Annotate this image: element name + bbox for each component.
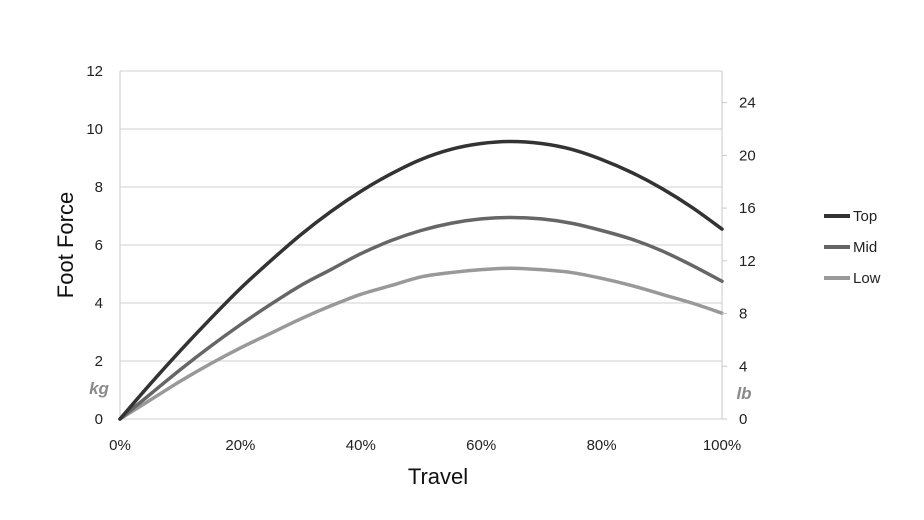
y2-tick-label: 8 (739, 306, 747, 323)
y-tick-label: 2 (95, 353, 103, 370)
y-tick-label: 6 (95, 237, 103, 254)
x-tick-label: 40% (346, 437, 376, 454)
x-axis-ticks: 0% 20% 40% 60% 80% 100% (109, 437, 741, 454)
y-axis-right-ticks: 0 4 8 12 16 20 24 (722, 95, 756, 428)
x-tick-label: 20% (225, 437, 255, 454)
y2-tick-label: 0 (739, 411, 747, 428)
legend-label-mid: Mid (853, 239, 877, 256)
plot-frame (119, 71, 723, 419)
x-tick-label: 60% (466, 437, 496, 454)
y-tick-label: 4 (95, 295, 103, 312)
y-tick-label: 12 (86, 63, 103, 80)
gridlines (120, 70, 722, 420)
legend-label-top: Top (853, 208, 877, 225)
right-unit-label: lb (736, 384, 751, 403)
legend: Top Mid Low (824, 208, 881, 287)
legend-label-low: Low (853, 270, 881, 287)
series-lines (118, 139, 724, 421)
y-tick-label: 10 (86, 121, 103, 138)
y-axis-left-ticks: 0 2 4 6 8 10 12 (86, 63, 103, 428)
y2-tick-label: 20 (739, 147, 756, 164)
x-tick-label: 100% (703, 437, 741, 454)
x-tick-label: 80% (587, 437, 617, 454)
left-unit-label: kg (89, 379, 109, 398)
series-line-mid (118, 215, 724, 421)
y2-tick-label: 4 (739, 358, 747, 375)
x-tick-label: 0% (109, 437, 131, 454)
y-tick-label: 8 (95, 179, 103, 196)
y2-tick-label: 12 (739, 253, 756, 270)
y-tick-label: 0 (95, 411, 103, 428)
x-axis-title: Travel (408, 464, 468, 489)
series-line-low (118, 266, 724, 421)
y-axis-title: Foot Force (53, 192, 78, 298)
y2-tick-label: 16 (739, 200, 756, 217)
y2-tick-label: 24 (739, 95, 756, 112)
series-line-top (118, 139, 724, 421)
